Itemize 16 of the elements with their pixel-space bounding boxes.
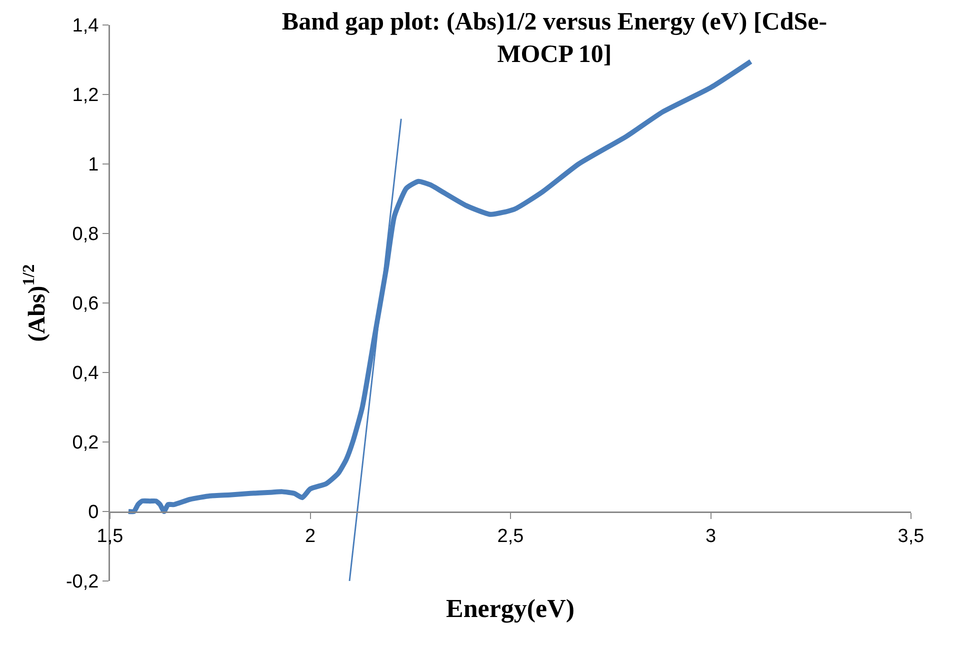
- y-tick-label: 0,2: [72, 432, 99, 454]
- x-tick-label: 1,5: [96, 526, 124, 547]
- y-tick-label: 1,4: [72, 16, 100, 37]
- x-tick-label: 2: [304, 526, 316, 547]
- y-tick-label: 1,2: [72, 85, 99, 106]
- x-axis-title: Energy(eV): [446, 594, 575, 623]
- y-tick-label: 1: [88, 154, 99, 176]
- x-tick-label: 3,5: [898, 526, 924, 547]
- x-tick-label: 2,5: [497, 526, 524, 547]
- y-tick-label: 0,8: [72, 224, 99, 246]
- chart-title: Band gap plot: (Abs)1/2 versus Energy (eV) [CdSe- MOCP 10]: [282, 8, 828, 68]
- y-tick-label: 0,4: [72, 363, 100, 384]
- x-tick-label: 3: [705, 526, 716, 547]
- y-tick-label: 0: [88, 502, 99, 524]
- y-tick-label: 0,6: [72, 294, 99, 315]
- y-tick-label: -0,2: [66, 572, 99, 593]
